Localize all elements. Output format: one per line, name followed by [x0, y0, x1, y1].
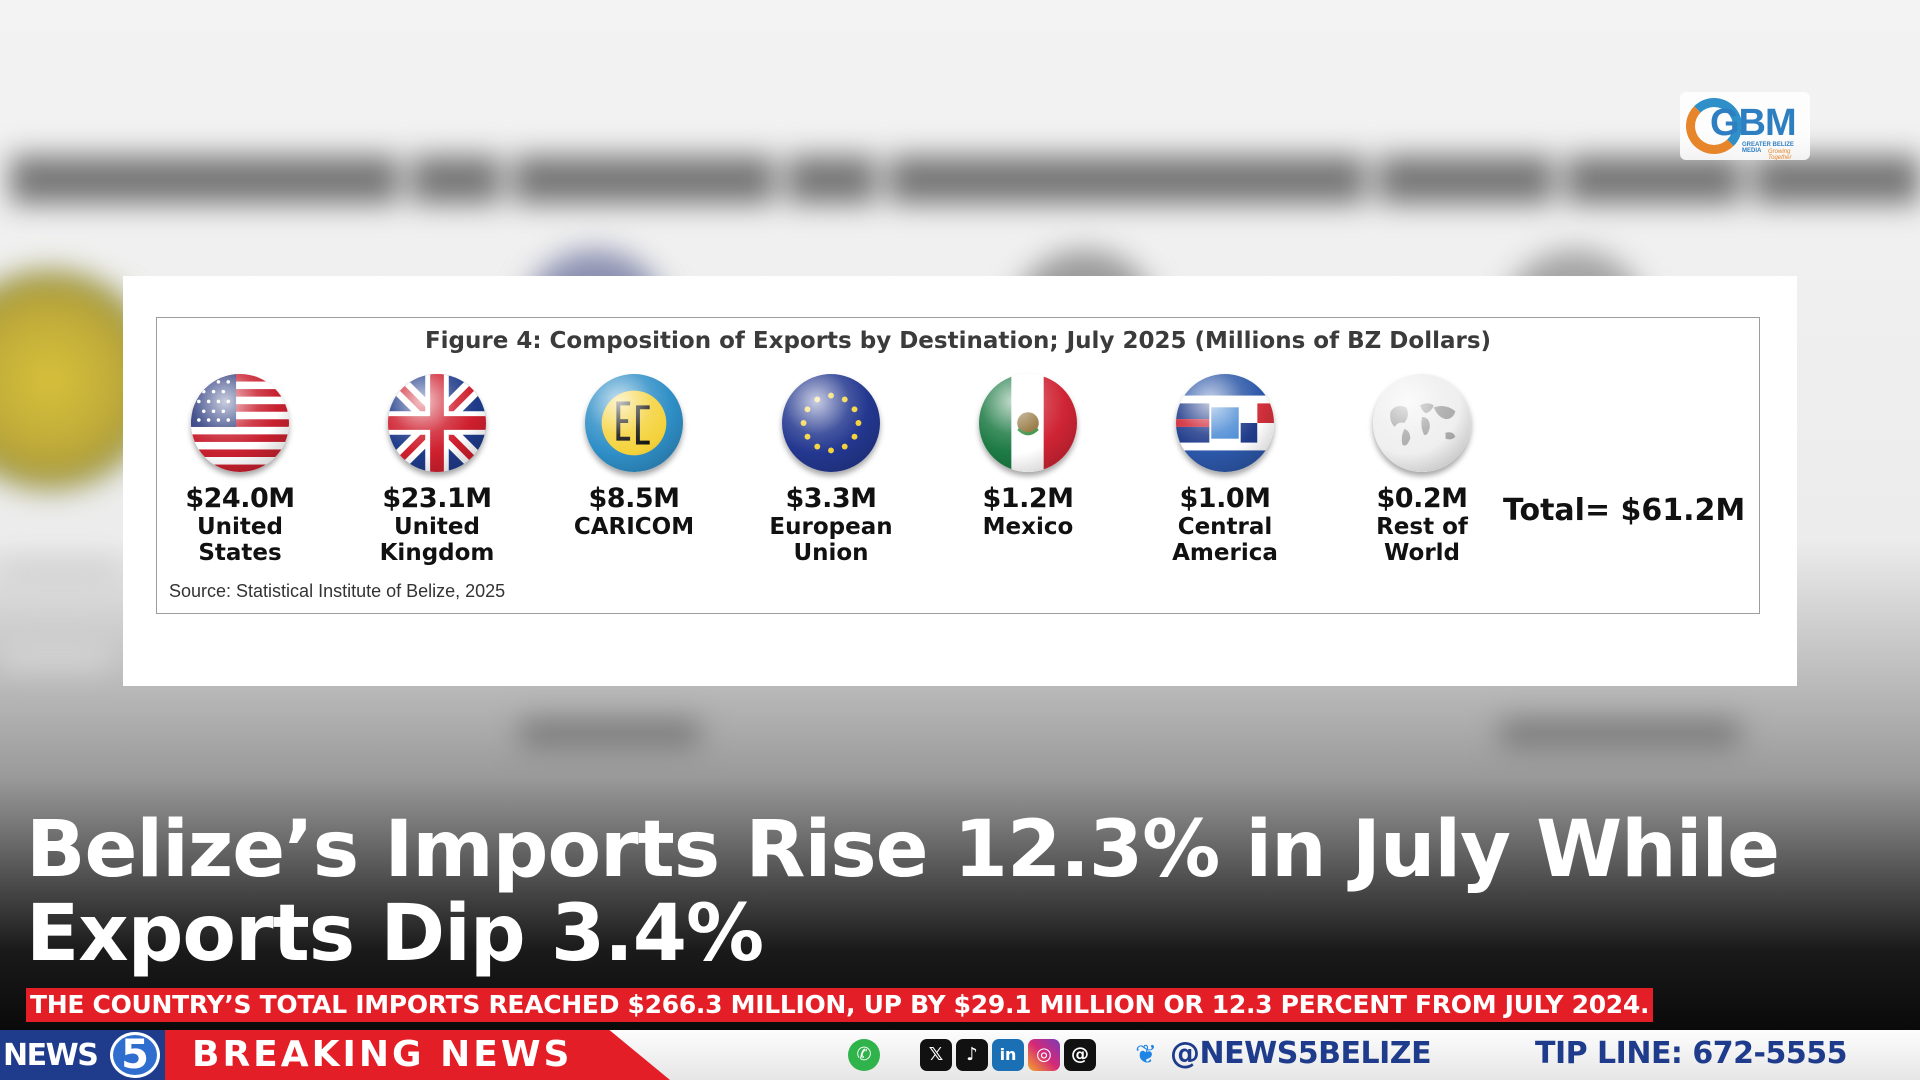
destination-label: CARICOM [573, 514, 695, 540]
linkedin-icon: in [992, 1039, 1024, 1071]
background-blurred-line [0, 560, 120, 588]
destination-label: United States [197, 514, 283, 566]
news5-logo-number: 5 [110, 1032, 160, 1078]
breaking-news-label: BREAKING NEWS [192, 1034, 573, 1075]
figure-title: Figure 4: Composition of Exports by Dest… [424, 328, 1492, 354]
destination-value: $24.0M [185, 483, 295, 514]
background-blurred-title: ▆▆▆▆▆▆▆▆▆ ▆▆ ▆▆▆▆▆▆ ▆▆ ▆▆▆▆▆▆▆▆▆▆▆ ▆▆▆▆ … [10, 141, 1920, 204]
ticker-bar: NEWS 5 BREAKING NEWS ✆ 𝕏 ♪ in ◎ @ ❦ @NEW… [0, 1030, 1920, 1080]
gbm-logo-slogan: Growing Together [1768, 149, 1792, 161]
eu-flag-icon [782, 374, 880, 472]
instagram-icon: ◎ [1028, 1039, 1060, 1071]
tip-line: TIP LINE: 672-5555 [1535, 1036, 1847, 1071]
destination-united-kingdom: $23.1M United Kingdom [352, 374, 522, 566]
us-flag-icon [191, 374, 289, 472]
world-globe-icon [1373, 374, 1471, 472]
background-blurred-line [1500, 720, 1740, 748]
central-america-flag-icon [1176, 374, 1274, 472]
background-blurred-line [520, 720, 700, 748]
destination-value: $1.0M [1179, 483, 1272, 514]
destination-central-america: $1.0M Central America [1140, 374, 1310, 566]
destination-label: European Union [769, 514, 893, 566]
breaking-news-banner [165, 1030, 670, 1080]
figure-total: Total= $61.2M [1503, 493, 1746, 528]
gbm-logo-text: GBM [1710, 102, 1797, 144]
destination-value: $3.3M [785, 483, 878, 514]
mexico-flag-icon [979, 374, 1077, 472]
figure-card: Figure 4: Composition of Exports by Dest… [123, 276, 1797, 686]
destination-value: $23.1M [382, 483, 492, 514]
destination-label: Mexico [982, 514, 1074, 540]
destination-caricom: $8.5M CARICOM [549, 374, 719, 540]
destination-label: Central America [1172, 514, 1278, 566]
social-handle: @NEWS5BELIZE [1170, 1036, 1432, 1071]
destination-value: $0.2M [1376, 483, 1469, 514]
figure-source: Source: Statistical Institute of Belize,… [169, 581, 506, 601]
destination-united-states: $24.0M United States [155, 374, 325, 566]
gbm-logo: GBM GREATER BELIZE MEDIA Growing Togethe… [1680, 92, 1810, 161]
uk-flag-icon [388, 374, 486, 472]
subheadline: THE COUNTRY’S TOTAL IMPORTS REACHED $266… [26, 988, 1654, 1022]
gbm-ring-icon [1686, 98, 1742, 154]
destination-european-union: $3.3M European Union [746, 374, 916, 566]
destination-value: $8.5M [588, 483, 681, 514]
bluesky-icon: ❦ [1135, 1040, 1157, 1070]
threads-icon: @ [1064, 1039, 1096, 1071]
headline: Belize’s Imports Rise 12.3% in July Whil… [26, 805, 1780, 979]
tiktok-icon: ♪ [956, 1039, 988, 1071]
news5-logo: NEWS 5 [0, 1030, 165, 1080]
destination-label: Rest of World [1376, 514, 1468, 566]
destination-mexico: $1.2M Mexico [943, 374, 1113, 540]
destination-label: United Kingdom [379, 514, 495, 566]
whatsapp-icon: ✆ [848, 1039, 880, 1071]
figure-frame: Figure 4: Composition of Exports by Dest… [156, 317, 1760, 614]
caricom-flag-icon [585, 374, 683, 472]
background-blurred-line [0, 640, 110, 668]
destination-value: $1.2M [982, 483, 1075, 514]
x-icon: 𝕏 [920, 1039, 952, 1071]
news5-logo-text: NEWS [3, 1038, 99, 1073]
destination-rest-of-world: $0.2M Rest of World [1337, 374, 1507, 566]
gbm-logo-subtitle: GREATER BELIZE MEDIA [1742, 142, 1794, 154]
